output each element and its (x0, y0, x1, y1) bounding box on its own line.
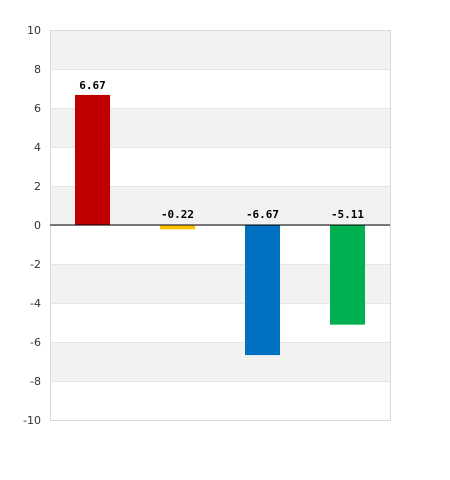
y-tick-label: -10 (23, 414, 41, 427)
plot-band (50, 381, 390, 420)
bar (330, 225, 365, 325)
data-label: -5.11 (331, 208, 364, 221)
bar (160, 225, 195, 230)
y-tick-label: -6 (30, 336, 41, 349)
plot-band (50, 30, 390, 69)
y-tick-label: 10 (27, 24, 41, 37)
bars (75, 94, 365, 356)
data-label: -6.67 (246, 208, 279, 221)
data-label: -0.22 (161, 208, 194, 221)
y-tick-label: 0 (34, 219, 41, 232)
y-tick-label: -2 (30, 258, 41, 271)
bar (245, 225, 280, 356)
y-tick-label: 8 (34, 63, 41, 76)
data-label: 6.67 (79, 79, 106, 92)
bar (75, 94, 110, 225)
plot-band (50, 342, 390, 381)
y-axis: 10 8 6 4 2 0 -2 -4 -6 -8 -10 (23, 24, 41, 427)
y-tick-label: -8 (30, 375, 41, 388)
y-tick-label: 6 (34, 102, 41, 115)
y-tick-label: 2 (34, 180, 41, 193)
data-labels: 6.67 -0.22 -6.67 -5.11 (79, 79, 364, 221)
y-tick-label: 4 (34, 141, 41, 154)
y-tick-label: -4 (30, 297, 41, 310)
